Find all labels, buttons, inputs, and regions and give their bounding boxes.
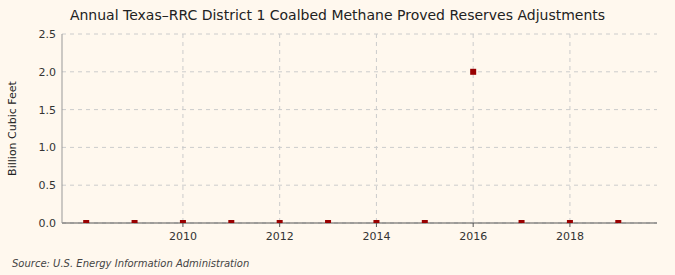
point <box>422 220 428 223</box>
x-tick-label: 2012 <box>266 230 294 243</box>
point <box>470 69 476 75</box>
x-tick <box>473 223 474 227</box>
point <box>83 220 89 223</box>
background <box>0 0 675 275</box>
y-grid-line <box>62 147 657 148</box>
x-grid-line <box>569 34 570 223</box>
point <box>228 220 234 223</box>
x-tick <box>279 223 280 227</box>
point <box>615 220 621 223</box>
y-grid-line <box>62 185 657 186</box>
y-grid-line <box>62 71 657 72</box>
x-tick-label: 2014 <box>362 230 390 243</box>
y-axis-label: Billion Cubic Feet <box>6 80 19 175</box>
point <box>180 220 186 223</box>
x-tick <box>569 223 570 227</box>
x-grid-line <box>376 34 377 223</box>
point <box>567 220 573 223</box>
point <box>325 220 331 223</box>
x-grid-line <box>279 34 280 223</box>
x-grid-line <box>182 34 183 223</box>
y-grid-line <box>62 109 657 110</box>
x-tick <box>376 223 377 227</box>
y-tick-label: 2.5 <box>39 28 57 41</box>
grid <box>62 34 657 223</box>
x-grid-line <box>473 34 474 223</box>
point <box>519 220 525 223</box>
y-tick-label: 0.5 <box>39 179 57 192</box>
point <box>373 220 379 223</box>
x-tick-label: 2018 <box>556 230 584 243</box>
y-tick-label: 1.5 <box>39 104 57 117</box>
axes: 0.0 0.5 1.0 1.5 2.0 2.5 2010 2012 2014 2016 2018 <box>39 28 658 243</box>
point <box>277 220 283 223</box>
x-tick-label: 2010 <box>169 230 197 243</box>
source-note: Source: U.S. Energy Information Administ… <box>12 258 249 269</box>
x-tick-label: 2016 <box>459 230 487 243</box>
x-tick <box>182 223 183 227</box>
y-tick-label: 2.0 <box>39 66 57 79</box>
markers <box>83 69 621 223</box>
y-axis-line <box>62 34 63 223</box>
chart: Annual Texas–RRC District 1 Coalbed Meth… <box>0 0 675 275</box>
y-grid-line <box>62 34 657 35</box>
y-tick-label: 1.0 <box>39 141 57 154</box>
title: Annual Texas–RRC District 1 Coalbed Meth… <box>70 7 605 23</box>
y-tick-label: 0.0 <box>39 217 57 230</box>
point <box>132 220 138 223</box>
